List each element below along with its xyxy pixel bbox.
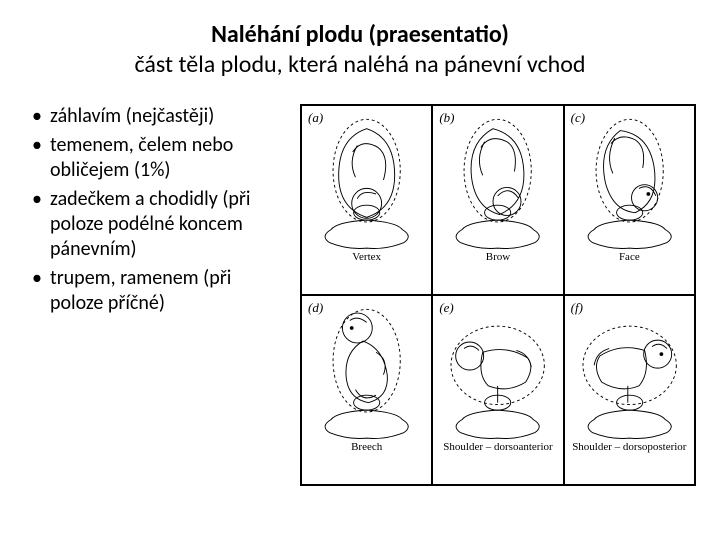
fetus-vertex-icon	[304, 110, 429, 250]
fetus-brow-icon	[435, 110, 560, 250]
cell-caption: Face	[619, 252, 640, 264]
cell-tag: (b)	[439, 110, 454, 126]
cell-tag: (e)	[439, 300, 453, 316]
title-line1: Naléhání plodu (praesentatio)	[24, 20, 696, 50]
bullet-item: zadečkem a chodidly (při poloze podélné …	[32, 187, 284, 262]
figure-cell-e: (e) Shoulder – dorsoan	[432, 295, 563, 485]
bullet-list: záhlavím (nejčastěji) temenem, čelem neb…	[24, 104, 284, 486]
cell-caption: Shoulder – dorsoposterior	[572, 442, 686, 454]
figure-grid: (a) Vertex	[301, 105, 695, 485]
bullet-item: záhlavím (nejčastěji)	[32, 104, 284, 129]
figure-cell-c: (c) Fac	[564, 105, 695, 295]
bullet-item: temenem, čelem nebo obličejem (1%)	[32, 133, 284, 183]
cell-caption: Vertex	[352, 252, 381, 264]
figure-cell-b: (b) Brow	[432, 105, 563, 295]
title-block: Naléhání plodu (praesentatio) část těla …	[24, 20, 696, 80]
cell-tag: (a)	[308, 110, 323, 126]
figure-cell-a: (a) Vertex	[301, 105, 432, 295]
cell-tag: (f)	[571, 300, 583, 316]
cell-caption: Brow	[486, 252, 510, 264]
content-row: záhlavím (nejčastěji) temenem, čelem neb…	[24, 104, 696, 486]
fetus-shoulder-dp-icon	[567, 300, 692, 440]
fetus-breech-icon	[304, 300, 429, 440]
cell-caption: Shoulder – dorsoanterior	[443, 442, 552, 454]
cell-caption: Breech	[351, 442, 382, 454]
fetus-face-icon	[567, 110, 692, 250]
figure-cell-d: (d) Bre	[301, 295, 432, 485]
slide: Naléhání plodu (praesentatio) část těla …	[0, 0, 720, 540]
title-line2: část těla plodu, která naléhá na pánevní…	[24, 50, 696, 80]
fetus-shoulder-da-icon	[435, 300, 560, 440]
figure-panel: (a) Vertex	[300, 104, 696, 486]
cell-tag: (d)	[308, 300, 323, 316]
figure-cell-f: (f) Sho	[564, 295, 695, 485]
cell-tag: (c)	[571, 110, 585, 126]
bullet-item: trupem, ramenem (při poloze příčné)	[32, 266, 284, 316]
